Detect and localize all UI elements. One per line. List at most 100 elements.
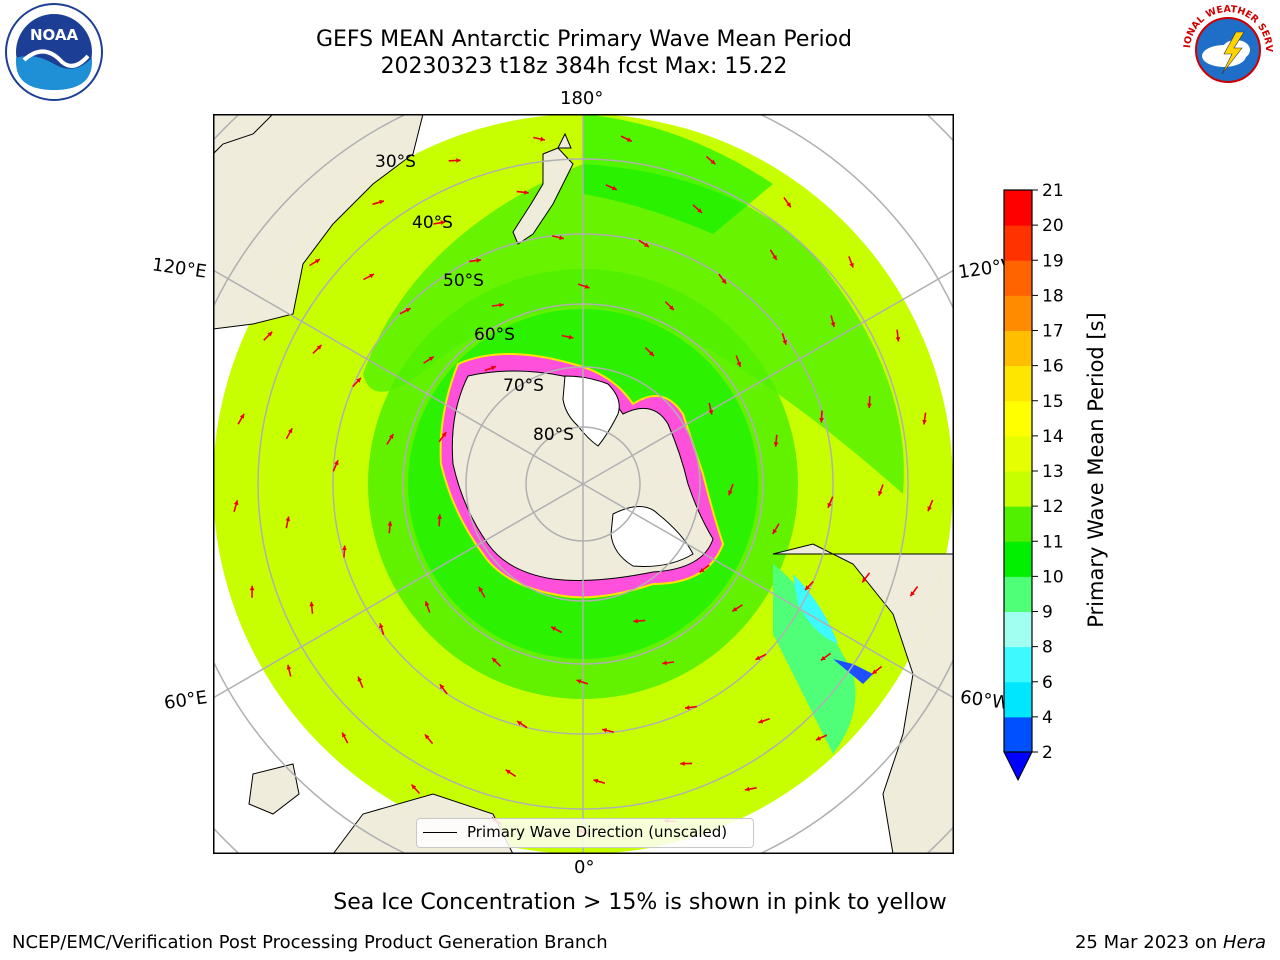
wave-arrow-head <box>428 356 434 361</box>
weddell-ice-shelf <box>610 506 694 567</box>
noaa-logo: NOAA <box>5 3 103 101</box>
colorbar-tick-label: 12 <box>1042 497 1064 517</box>
colorbar-tick-label: 10 <box>1042 567 1064 587</box>
wave-arrow-head <box>357 676 362 682</box>
wave-arrow-head <box>827 502 832 508</box>
colorbar-segment <box>1004 646 1032 683</box>
lat-label-30s: 30°S <box>375 152 416 172</box>
colorbar-segment <box>1004 506 1032 542</box>
wave-arrow-head <box>633 618 638 624</box>
colorbar-segment <box>1004 225 1032 261</box>
wave-arrow-head <box>758 719 764 724</box>
wave-arrow-head <box>862 577 867 583</box>
wave-arrow-head <box>568 334 574 340</box>
lat-label-40s: 40°S <box>412 213 453 233</box>
legend-line-icon <box>423 832 457 833</box>
wave-arrow-head <box>697 208 702 213</box>
wave-arrow-head <box>644 242 649 247</box>
wave-arrow-head <box>424 734 430 740</box>
wave-arrow-head <box>895 337 901 342</box>
colorbar-segment <box>1004 681 1032 718</box>
wave-arrow-head <box>405 308 411 313</box>
wave-arrow-head <box>369 274 375 279</box>
wave-arrow-head <box>849 262 854 268</box>
ross-ice-shelf <box>562 375 620 447</box>
wave-arrow-head <box>424 601 430 607</box>
wave-arrow-head <box>379 623 384 629</box>
wave-arrow-head <box>669 305 674 311</box>
wave-arrow-head <box>602 728 607 733</box>
legend: Primary Wave Direction (unscaled) <box>416 818 754 848</box>
wave-arrow-head <box>524 190 529 195</box>
wave-arrow-head <box>314 259 320 264</box>
colorbar-tick-label: 18 <box>1042 286 1064 306</box>
svg-text:NOAA: NOAA <box>30 26 79 44</box>
nws-logo: NATIONAL WEATHER SERVICE <box>1178 0 1276 98</box>
wave-arrow-head <box>721 278 727 284</box>
wave-arrow-head <box>476 258 482 263</box>
footer-host: Hera <box>1222 932 1266 953</box>
colorbar-segment <box>1004 330 1032 367</box>
wave-arrow-head <box>440 220 446 225</box>
colorbar-tick-label: 13 <box>1042 462 1064 482</box>
colorbar-label: Primary Wave Mean Period [s] <box>1084 312 1108 628</box>
wave-arrow-head <box>820 655 826 661</box>
colorbar-segment <box>1004 295 1032 331</box>
wave-arrow-head <box>593 778 599 784</box>
wave-arrow-head <box>649 351 654 356</box>
madagascar-land <box>248 763 300 815</box>
wave-arrow-head <box>387 521 393 526</box>
wave-arrow-head <box>309 601 315 607</box>
wave-arrow-head <box>517 721 522 726</box>
footer-date-text: 25 Mar 2023 on <box>1074 932 1223 953</box>
wave-arrow-head <box>388 434 394 439</box>
wave-arrow-head <box>878 490 883 496</box>
footer-credit: NCEP/EMC/Verification Post Processing Pr… <box>12 932 608 953</box>
colorbar-segment <box>1004 260 1032 296</box>
colorbar-segment <box>1004 716 1032 753</box>
colorbar: 2 4 6 8 9 10 11 12 13 14 15 16 17 18 19 20 21 <box>1003 181 1064 782</box>
sea-ice-note: Sea Ice Concentration > 15% is shown in … <box>333 890 947 915</box>
wave-arrow-head <box>662 660 667 666</box>
wave-arrow-head <box>819 418 824 423</box>
colorbar-tick-label: 21 <box>1042 181 1064 201</box>
wave-arrow-head <box>927 506 932 512</box>
legend-label: Primary Wave Direction (unscaled) <box>467 823 728 841</box>
colorbar-segment <box>1004 611 1032 648</box>
wave-arrow-head <box>411 784 417 790</box>
wave-arrow-head <box>334 460 339 466</box>
wave-arrow-head <box>499 302 504 308</box>
colorbar-tick-label: 14 <box>1042 427 1064 447</box>
colorbar-segment <box>1004 576 1032 612</box>
colorbar-tick-label: 19 <box>1042 251 1064 271</box>
wave-arrow-head <box>505 769 511 775</box>
wave-arrow-head <box>267 331 273 337</box>
wave-arrow-head <box>910 591 915 597</box>
chart-subtitle: 20230323 t18z 384h fcst Max: 15.22 <box>380 54 788 79</box>
colorbar-tick-label: 15 <box>1042 392 1064 412</box>
polar-map: 30°S 40°S 50°S 60°S 70°S 80°S <box>213 114 954 854</box>
lon-label-60e: 60°E <box>162 687 209 714</box>
colorbar-segment <box>1004 190 1032 226</box>
wave-arrow-head <box>559 235 564 240</box>
colorbar-tick-label: 20 <box>1042 216 1064 236</box>
wave-arrow-head <box>736 361 742 367</box>
colorbar-segment <box>1004 471 1032 507</box>
wave-arrow-head <box>456 158 461 163</box>
wave-arrow-head <box>551 626 557 631</box>
wave-arrow-head <box>356 377 361 383</box>
colorbar-tick-label: 17 <box>1042 322 1064 342</box>
wave-arrow-head <box>288 428 293 434</box>
colorbar-tick-label: 2 <box>1042 743 1053 763</box>
chart-title: GEFS MEAN Antarctic Primary Wave Mean Pe… <box>315 27 853 52</box>
colorbar-tick-label: 8 <box>1042 638 1053 658</box>
colorbar-tick-label: 9 <box>1042 603 1053 623</box>
wave-arrow-head <box>540 136 545 142</box>
wave-arrow-head <box>867 403 872 408</box>
colorbar-segment <box>1004 435 1032 472</box>
wave-arrow-head <box>584 284 590 289</box>
wave-arrow-head <box>286 664 292 670</box>
wave-arrow-head <box>478 586 484 592</box>
wave-arrow-head <box>626 137 632 142</box>
wave-arrow-head <box>379 199 384 205</box>
